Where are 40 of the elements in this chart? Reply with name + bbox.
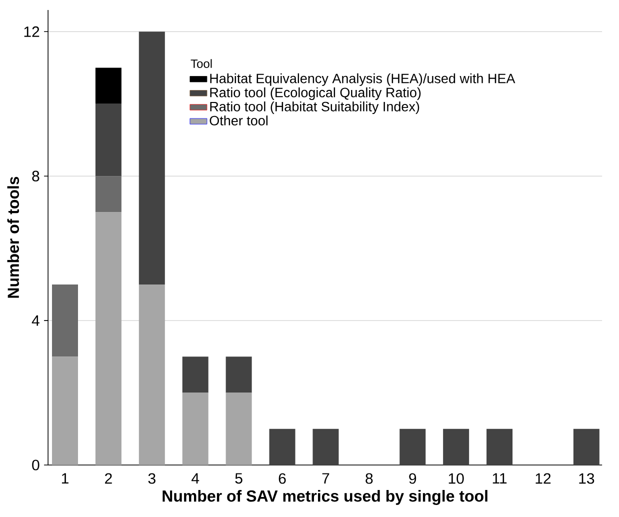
x-tick-label: 7: [322, 473, 330, 484]
y-tick-label: 12: [24, 26, 40, 37]
legend-title: Tool: [190, 59, 212, 68]
bar: [182, 392, 208, 465]
legend-label: Ratio tool (Habitat Suitability Index): [210, 101, 420, 114]
legend-label: Other tool: [210, 116, 268, 126]
bar: [443, 428, 470, 465]
bar: [182, 356, 208, 393]
x-tick-label: 10: [448, 473, 464, 484]
y-tick-label: 4: [32, 315, 40, 326]
x-tick-label: 9: [409, 473, 416, 484]
x-tick-label: 2: [105, 473, 112, 484]
x-tick-label: 4: [192, 473, 200, 484]
bar: [95, 68, 122, 104]
bar: [400, 428, 426, 465]
x-axis-title: Number of SAV metrics used by single tool: [162, 490, 488, 505]
bar: [486, 428, 513, 465]
bar: [95, 176, 122, 212]
bar: [269, 428, 296, 465]
bar: [52, 356, 78, 465]
y-tick-label: 8: [32, 170, 40, 182]
bar: [95, 104, 122, 176]
x-tick-label: 5: [235, 473, 242, 484]
bar: [138, 32, 165, 284]
bar: [226, 356, 252, 393]
x-tick-label: 3: [148, 473, 156, 484]
x-tick-label: 8: [366, 473, 373, 484]
y-tick-label: 0: [32, 460, 40, 470]
y-axis-title: Number of tools: [7, 176, 20, 298]
legend-label: Habitat Equivalency Analysis (HEA)/used with HEA: [210, 73, 516, 86]
legend-label: Ratio tool (Ecological Quality Ratio): [210, 87, 421, 100]
bar: [226, 392, 252, 465]
x-tick-label: 12: [536, 473, 551, 484]
x-tick-label: 6: [278, 473, 286, 484]
x-tick-label: 13: [579, 473, 594, 484]
x-tick-label: 11: [492, 473, 507, 484]
bar: [573, 428, 600, 465]
bar: [312, 428, 339, 465]
x-tick-label: 1: [62, 473, 68, 484]
bar: [52, 284, 78, 357]
